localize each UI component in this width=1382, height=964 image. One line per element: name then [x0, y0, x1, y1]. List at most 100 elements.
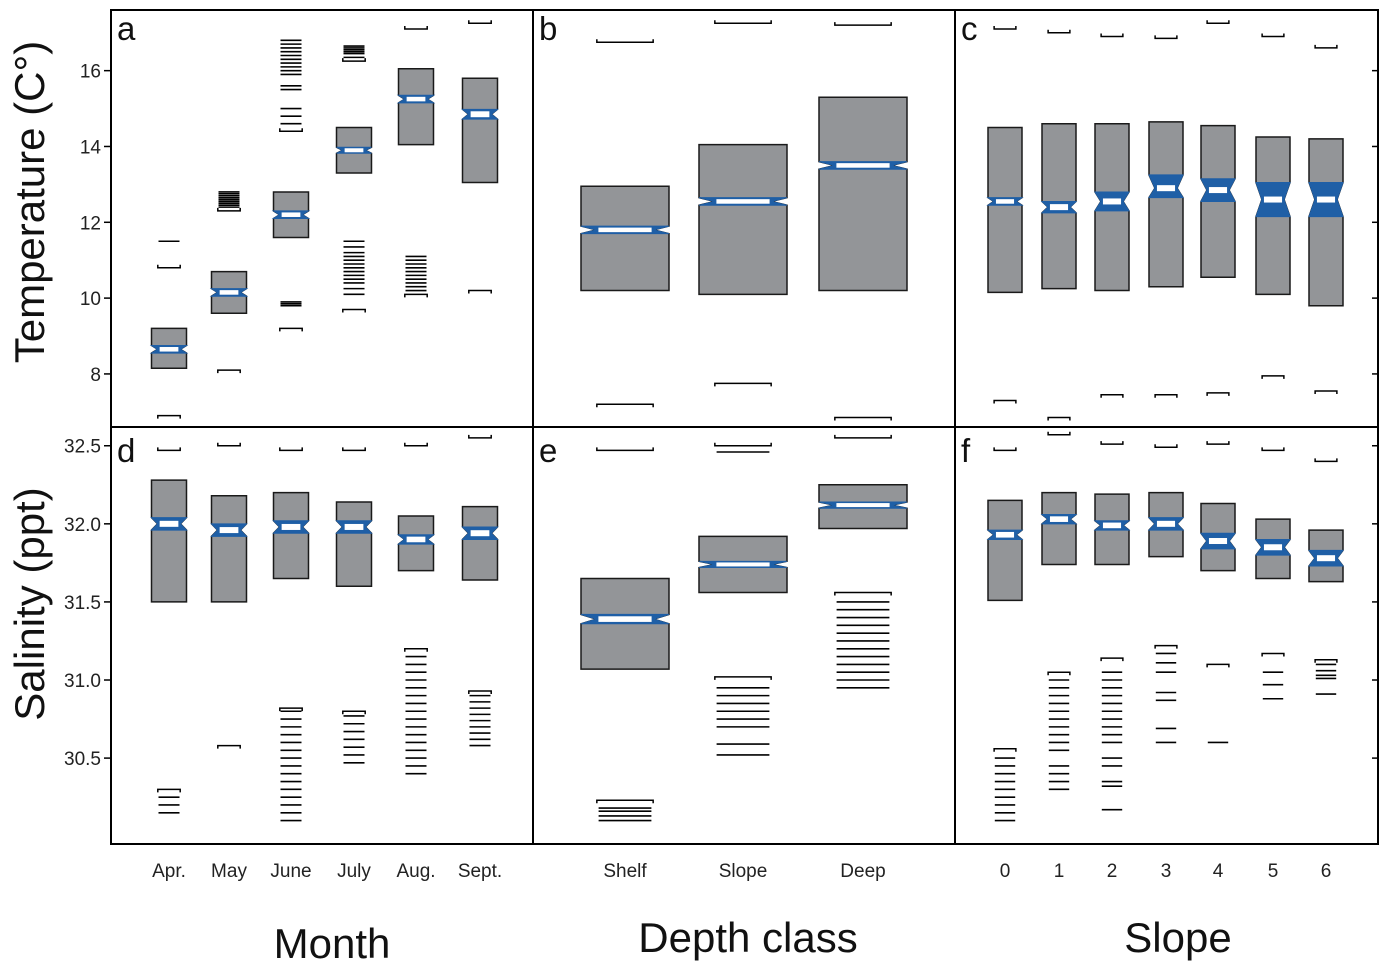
panel-f-boxes: [986, 431, 1345, 822]
median-a-3: [344, 148, 364, 153]
panel-frames: [110, 9, 1379, 845]
median-d-3: [344, 523, 364, 530]
box-a-5: [461, 77, 499, 184]
median-f-2: [1102, 522, 1122, 529]
whisker-cap-upper: [157, 447, 181, 452]
whisker-cap-lower: [1206, 392, 1230, 396]
slope-category-label: 4: [1213, 861, 1224, 882]
whisker-cap-lower: [596, 799, 654, 804]
median-d-2: [281, 523, 301, 530]
box-f-1: [1041, 491, 1077, 566]
median-c-5: [1263, 196, 1283, 203]
whisker-cap-upper: [1261, 33, 1285, 38]
whisker-cap-upper: [993, 25, 1017, 30]
salinity-tick-label: 31.0: [64, 671, 101, 692]
box-c-0: [987, 126, 1023, 294]
median-f-0: [995, 531, 1015, 538]
whisker-cap-lower: [834, 416, 892, 421]
whisker-cap-lower: [834, 591, 892, 596]
box-d-2: [272, 491, 310, 580]
whisker-cap-lower: [1314, 658, 1338, 663]
box-c-3: [1148, 121, 1184, 288]
whisker-cap-upper: [342, 58, 366, 62]
median-c-1: [1049, 204, 1069, 211]
panel-letter-b: b: [539, 10, 557, 47]
whisker-cap-lower: [342, 308, 366, 313]
whisker-cap-upper: [468, 434, 492, 439]
box-d-5: [461, 505, 499, 581]
temperature-tick-label: 14: [80, 137, 102, 158]
whisker-cap-lower: [217, 369, 241, 374]
whisker-cap-lower: [157, 414, 181, 419]
panel-a-boxes: [149, 20, 499, 419]
panel-letter-d: d: [117, 432, 135, 469]
median-e-1: [716, 562, 770, 567]
median-b-2: [836, 163, 890, 168]
box-b-0: [580, 185, 670, 292]
median-c-2: [1102, 198, 1122, 205]
slope-category-label: 5: [1268, 861, 1279, 882]
whisker-cap-lower: [1206, 663, 1230, 668]
depth-category-label: Shelf: [603, 861, 647, 882]
whisker-cap-upper: [1100, 441, 1124, 445]
median-d-0: [159, 520, 179, 527]
salinity-tick-label: 32.5: [64, 437, 101, 458]
salinity-axis-title: Salinity (ppt): [6, 487, 53, 720]
whisker-cap-upper: [217, 207, 241, 212]
box-d-1: [210, 494, 248, 603]
whisker-cap-lower: [1100, 657, 1124, 662]
median-a-5: [470, 111, 490, 118]
median-e-2: [836, 503, 890, 508]
month-category-label: Aug.: [396, 861, 435, 882]
whisker-cap-upper: [279, 128, 303, 133]
whisker-cap-lower: [993, 399, 1017, 404]
month-category-label: May: [211, 861, 247, 882]
whisker-cap-upper: [1100, 33, 1124, 38]
median-c-3: [1156, 185, 1176, 192]
panel-b-boxes: [580, 20, 908, 421]
median-a-4: [406, 96, 426, 102]
slope-category-label: 0: [1000, 861, 1011, 882]
box-a-4: [397, 68, 435, 146]
whisker-cap-lower: [1154, 644, 1178, 649]
median-c-4: [1208, 187, 1228, 194]
median-a-2: [281, 212, 301, 217]
whisker-cap-lower: [1047, 671, 1071, 676]
whisker-cap-upper: [157, 264, 181, 269]
whisker-cap-upper: [1047, 29, 1071, 34]
panel-d-boxes: [150, 434, 499, 822]
whisker-cap-lower: [1100, 394, 1124, 398]
temperature-tick-label: 16: [80, 62, 101, 83]
box-b-2: [818, 96, 908, 292]
median-b-0: [598, 227, 652, 233]
whisker-cap-upper: [993, 447, 1017, 452]
slope-axis-title: Slope: [1124, 914, 1231, 961]
median-f-1: [1049, 516, 1069, 522]
whisker-cap-upper: [834, 22, 892, 26]
whisker-cap-upper: [217, 442, 241, 447]
whisker-cap-lower: [1261, 375, 1285, 379]
whisker-cap-upper: [342, 447, 366, 452]
box-f-0: [987, 499, 1023, 602]
whisker-cap-upper: [1047, 431, 1071, 436]
temperature-axis-title: Temperature (C°): [6, 41, 53, 364]
box-d-3: [335, 501, 373, 588]
median-b-1: [716, 199, 770, 204]
whisker-cap-lower: [279, 707, 303, 712]
median-e-0: [598, 616, 652, 622]
panel-letter-f: f: [961, 432, 971, 469]
month-category-label: Sept.: [458, 861, 502, 882]
panel-letter-c: c: [961, 10, 978, 47]
whisker-cap-upper: [404, 442, 428, 447]
median-c-6: [1316, 196, 1336, 203]
whisker-cap-upper: [1261, 447, 1285, 452]
whisker-cap-lower: [714, 676, 772, 680]
salinity-tick-label: 31.5: [64, 593, 101, 614]
slope-category-label: 3: [1161, 861, 1172, 882]
whisker-cap-upper: [468, 20, 492, 25]
whisker-cap-upper: [279, 447, 303, 452]
panel-letter-a: a: [117, 10, 136, 47]
whisker-cap-upper: [1154, 35, 1178, 40]
month-category-label: June: [270, 861, 311, 882]
